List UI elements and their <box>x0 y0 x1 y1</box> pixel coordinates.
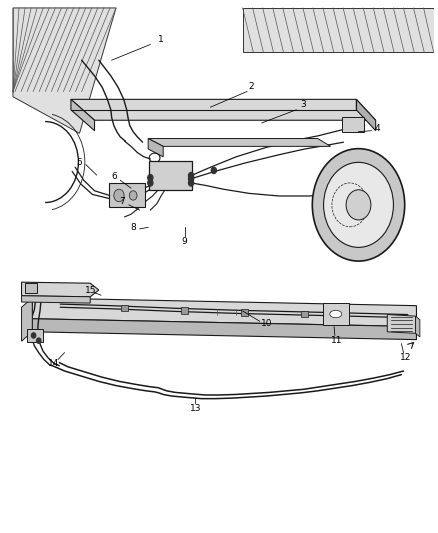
Circle shape <box>188 175 194 182</box>
Text: 15: 15 <box>85 286 96 295</box>
Polygon shape <box>387 314 416 333</box>
Text: 1: 1 <box>158 35 164 44</box>
Polygon shape <box>13 8 116 133</box>
Bar <box>121 305 128 311</box>
FancyBboxPatch shape <box>149 161 192 190</box>
Text: 8: 8 <box>130 223 136 232</box>
Polygon shape <box>21 296 90 303</box>
Text: 3: 3 <box>300 100 306 109</box>
FancyBboxPatch shape <box>342 117 364 132</box>
Polygon shape <box>32 298 417 327</box>
Text: 9: 9 <box>182 237 187 246</box>
Polygon shape <box>32 319 417 340</box>
Polygon shape <box>148 139 163 157</box>
Circle shape <box>211 167 216 174</box>
FancyBboxPatch shape <box>323 303 349 325</box>
Polygon shape <box>21 282 99 297</box>
FancyBboxPatch shape <box>109 183 145 207</box>
Bar <box>181 307 188 313</box>
Polygon shape <box>71 99 95 131</box>
Text: 12: 12 <box>400 353 411 362</box>
Circle shape <box>188 173 194 179</box>
Circle shape <box>32 333 36 338</box>
Circle shape <box>36 338 41 343</box>
Text: 6: 6 <box>111 172 117 181</box>
Polygon shape <box>21 298 32 341</box>
Circle shape <box>129 191 137 200</box>
Ellipse shape <box>346 190 371 220</box>
Text: 7: 7 <box>120 197 125 206</box>
Circle shape <box>188 180 194 186</box>
Bar <box>241 309 248 316</box>
Text: 11: 11 <box>331 336 343 345</box>
FancyBboxPatch shape <box>27 329 42 342</box>
Text: 10: 10 <box>261 319 272 328</box>
Polygon shape <box>243 8 434 52</box>
Polygon shape <box>357 99 376 131</box>
Ellipse shape <box>330 310 342 318</box>
Text: 14: 14 <box>48 359 60 368</box>
Circle shape <box>148 175 153 181</box>
Ellipse shape <box>324 163 393 247</box>
Circle shape <box>148 180 153 186</box>
Polygon shape <box>148 139 331 147</box>
Polygon shape <box>416 316 420 337</box>
Circle shape <box>114 189 124 201</box>
Polygon shape <box>71 99 376 120</box>
Ellipse shape <box>312 149 405 261</box>
Bar <box>301 311 308 317</box>
Text: 13: 13 <box>190 404 201 413</box>
Text: 5: 5 <box>77 158 82 166</box>
FancyBboxPatch shape <box>25 282 37 293</box>
Text: 2: 2 <box>248 82 254 91</box>
Text: 4: 4 <box>375 124 381 133</box>
